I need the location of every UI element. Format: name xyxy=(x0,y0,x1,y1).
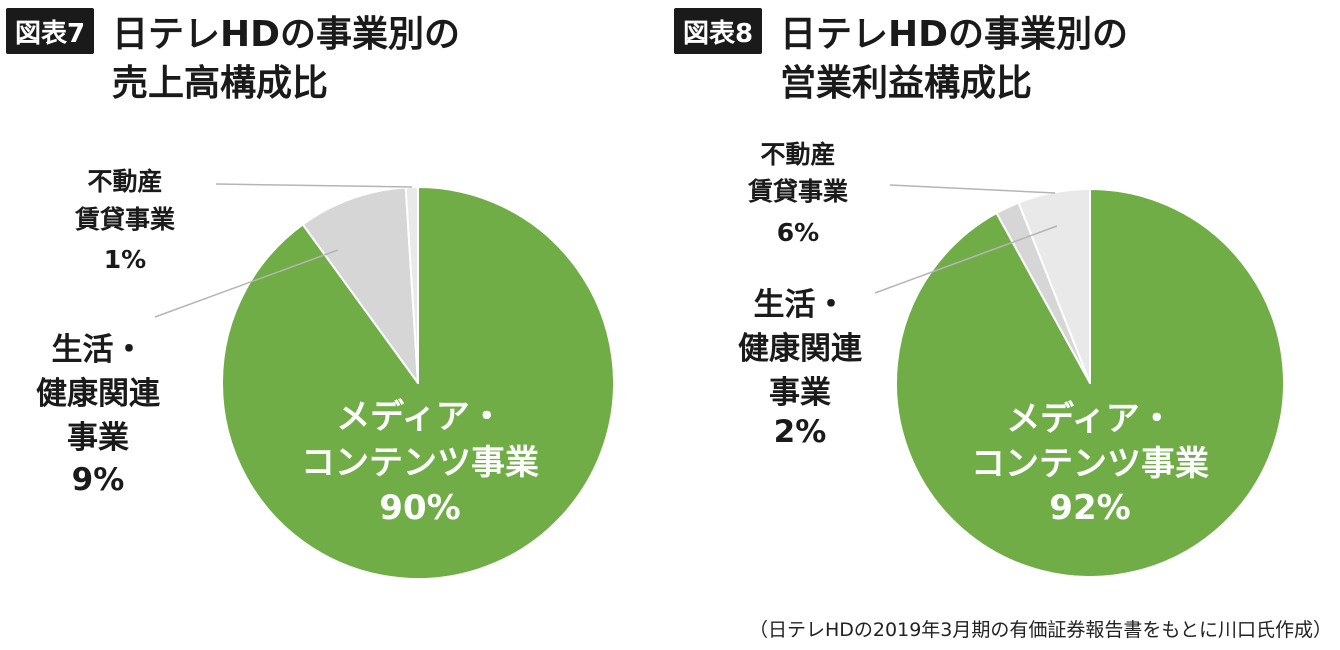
chart-title-line-1: 日テレHDの事業別の xyxy=(112,14,460,55)
chart-operating-profit-composition: 図表8 日テレHDの事業別の 営業利益構成比 不動産 賃貸事業 6% 生活・ 健… xyxy=(674,8,1285,578)
slice-name-realestate-line-2: 賃貸事業 xyxy=(747,177,848,206)
leader-line-lifestyle xyxy=(874,225,1058,294)
slice-name-realestate-line-1: 不動産 xyxy=(87,167,162,196)
slice-name-media-line-1: メディア・ xyxy=(336,397,504,437)
slice-value-label-lifestyle: 2% xyxy=(774,414,827,450)
slice-name-media-line-2: コンテンツ事業 xyxy=(301,443,539,483)
figure-badge xyxy=(674,8,762,54)
pie-plot xyxy=(220,186,615,580)
chart-revenue-composition: 図表7 日テレHDの事業別の 売上高構成比 不動産 賃貸事業 1% 生活・ 健康… xyxy=(6,8,615,580)
slice-name-lifestyle-line-2: 健康関連 xyxy=(738,331,863,367)
slice-name-realestate-line-1: 不動産 xyxy=(760,140,835,169)
chart-title-line-2: 売上高構成比 xyxy=(112,63,328,104)
slice-name-lifestyle-line-3: 事業 xyxy=(769,375,831,411)
chart-title-line-2: 営業利益構成比 xyxy=(780,63,1032,104)
figure-label: 図表8 xyxy=(683,19,753,49)
slice-name-lifestyle-line-1: 生活・ xyxy=(754,287,847,323)
slice-value-label-media: 92% xyxy=(1049,488,1130,528)
slice-value-label-lifestyle: 9% xyxy=(72,462,125,498)
leader-line-lifestyle xyxy=(154,249,339,318)
slice-value-label-realestate: 6% xyxy=(777,218,819,247)
slice-name-media-line-2: コンテンツ事業 xyxy=(971,444,1209,484)
slice-name-realestate-line-2: 賃貸事業 xyxy=(74,205,175,234)
slice-name-lifestyle-line-1: 生活・ xyxy=(52,332,145,368)
slice-value-label-media: 90% xyxy=(379,488,460,528)
slice-name-media-line-1: メディア・ xyxy=(1006,399,1174,439)
leader-line-realestate xyxy=(889,184,1056,194)
slice-value-label-realestate: 1% xyxy=(104,245,146,274)
pie-plot xyxy=(895,188,1285,578)
leader-line-realestate xyxy=(215,183,413,188)
figure-label: 図表7 xyxy=(15,19,85,49)
slice-name-lifestyle-line-3: 事業 xyxy=(67,420,129,456)
figure-badge xyxy=(6,8,94,54)
source-note: （日テレHDの2019年3月期の有価証券報告書をもとに川口氏作成） xyxy=(749,619,1332,641)
slice-name-lifestyle-line-2: 健康関連 xyxy=(36,376,161,412)
chart-title-line-1: 日テレHDの事業別の xyxy=(780,14,1128,55)
pie-slice-lifestyle xyxy=(301,186,419,384)
